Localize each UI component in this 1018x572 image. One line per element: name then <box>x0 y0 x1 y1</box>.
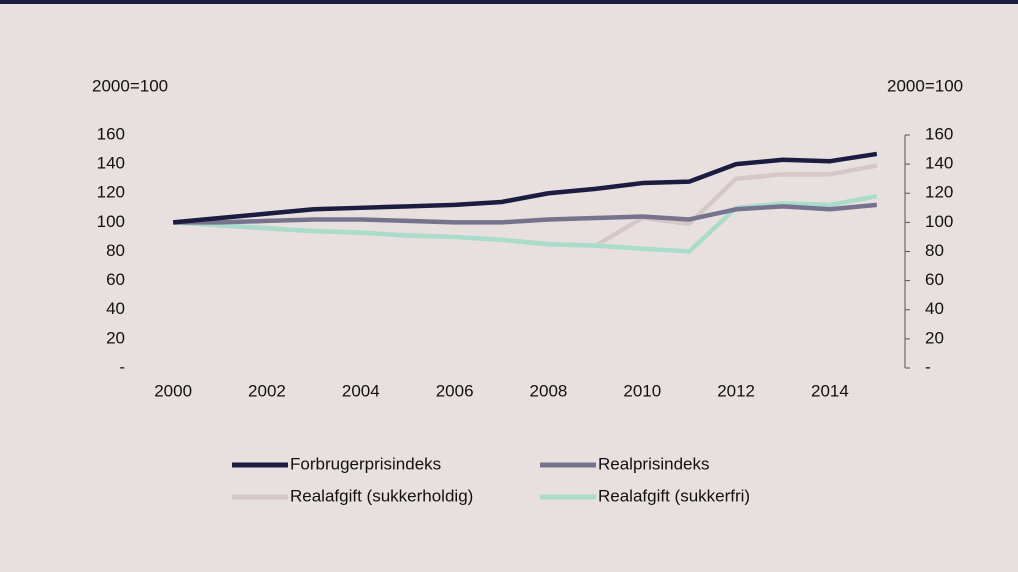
series-line <box>172 151 878 225</box>
legend-label: Forbrugerprisindeks <box>290 454 441 473</box>
y2-tick-label: 60 <box>925 270 944 289</box>
y-tick-label: - <box>119 357 125 376</box>
legend-label: Realprisindeks <box>598 454 710 473</box>
y-tick-label: 120 <box>97 183 125 202</box>
x-tick-label: 2006 <box>436 381 474 400</box>
x-tick-label: 2008 <box>530 381 568 400</box>
x-tick-label: 2014 <box>811 381 849 400</box>
y-tick-label: 80 <box>106 241 125 260</box>
x-tick-label: 2002 <box>248 381 286 400</box>
y2-tick-label: - <box>925 357 931 376</box>
top-rule <box>0 0 1018 4</box>
y2-tick-label: 40 <box>925 299 944 318</box>
y2-tick-label: 120 <box>925 183 953 202</box>
y-tick-label: 40 <box>106 299 125 318</box>
x-tick-label: 2010 <box>623 381 661 400</box>
legend-label: Realafgift (sukkerholdig) <box>290 486 473 505</box>
x-tick-label: 2000 <box>154 381 192 400</box>
y-tick-label: 140 <box>97 154 125 173</box>
x-tick-label: 2012 <box>717 381 755 400</box>
y-axis-label: 2000=100 <box>92 76 168 95</box>
series-line <box>173 202 878 225</box>
y-tick-label: 60 <box>106 270 125 289</box>
y-tick-label: 100 <box>97 212 125 231</box>
y-tick-label: 160 <box>97 124 125 143</box>
y2-tick-label: 140 <box>925 154 953 173</box>
x-tick-label: 2004 <box>342 381 380 400</box>
y2-tick-label: 20 <box>925 328 944 347</box>
legend-label: Realafgift (sukkerfri) <box>598 486 750 505</box>
y2-tick-label: 80 <box>925 241 944 260</box>
y2-tick-label: 160 <box>925 124 953 143</box>
y-tick-label: 20 <box>106 328 125 347</box>
y2-axis-label: 2000=100 <box>887 76 963 95</box>
y2-tick-label: 100 <box>925 212 953 231</box>
